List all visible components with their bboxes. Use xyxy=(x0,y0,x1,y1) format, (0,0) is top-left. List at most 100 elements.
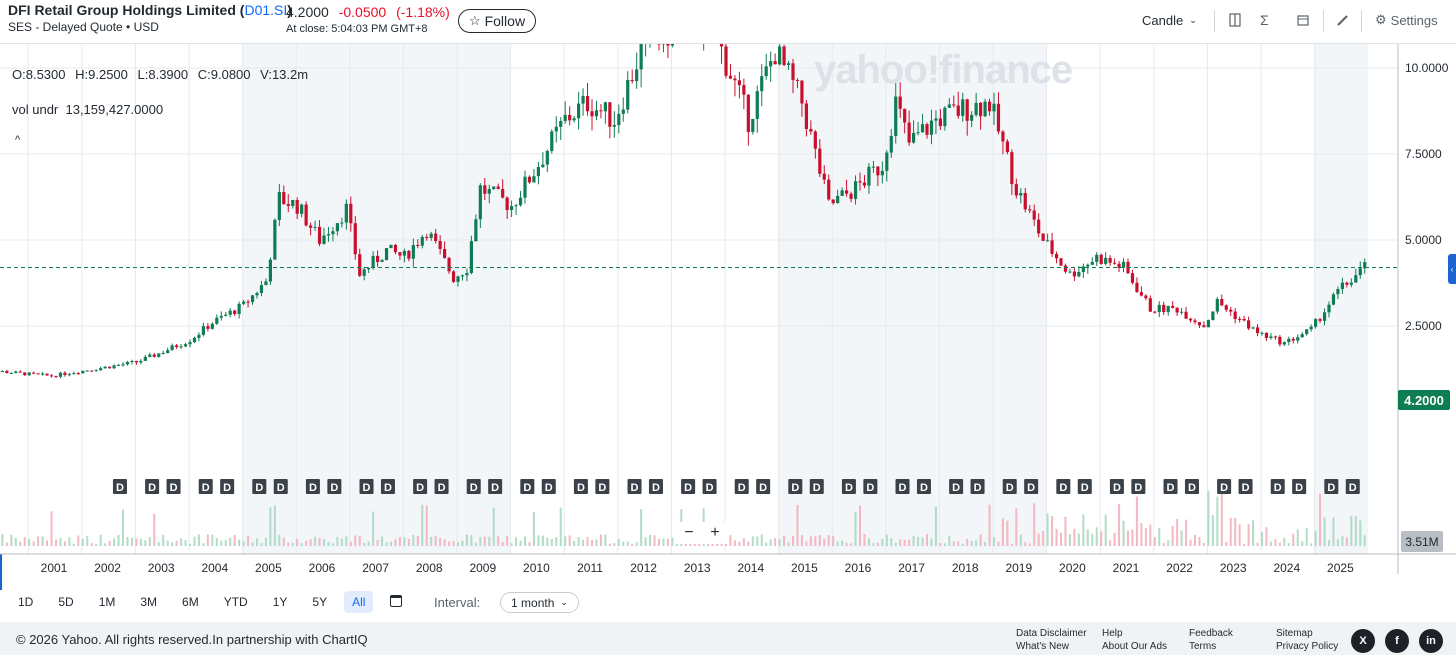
candle-body xyxy=(1019,193,1023,196)
candle-body xyxy=(1184,311,1188,319)
volume-bar xyxy=(541,535,544,546)
volume-bar xyxy=(1363,535,1366,546)
volume-bar xyxy=(1198,537,1201,546)
candle-body xyxy=(894,96,898,136)
footer-link-terms[interactable]: Terms xyxy=(1189,641,1217,652)
range-button-1d[interactable]: 1D xyxy=(18,595,34,609)
dividend-marker-label: D xyxy=(631,482,639,494)
footer-link-feedback[interactable]: Feedback xyxy=(1189,628,1233,639)
candle-body xyxy=(737,80,741,86)
side-panel-toggle[interactable]: ‹ xyxy=(1448,254,1456,284)
candle-body xyxy=(335,223,339,232)
volume-bar xyxy=(242,541,245,546)
range-button-1m[interactable]: 1M xyxy=(98,595,116,609)
volume-bar xyxy=(1265,527,1268,546)
range-button-6m[interactable]: 6M xyxy=(182,595,199,609)
volume-bar xyxy=(1319,493,1322,546)
comparison-button[interactable] xyxy=(1229,10,1241,30)
candle-body xyxy=(291,199,295,206)
volume-bar xyxy=(626,541,629,546)
facebook-icon[interactable]: f xyxy=(1385,629,1409,653)
volume-bar xyxy=(631,543,634,546)
settings-button[interactable]: ⚙ Settings xyxy=(1375,10,1438,30)
x-social-icon[interactable]: X xyxy=(1351,629,1375,653)
footer-link-help[interactable]: Help xyxy=(1102,628,1123,639)
range-button-1y[interactable]: 1Y xyxy=(272,595,288,609)
candle-body xyxy=(612,125,616,127)
volume-bar xyxy=(604,534,607,546)
footer-link-data-disclaimer[interactable]: Data Disclaimer xyxy=(1016,628,1087,639)
candle-body xyxy=(822,173,826,180)
candle-body xyxy=(541,164,545,168)
volume-bar xyxy=(519,540,522,546)
interval-value: 1 month xyxy=(511,595,555,610)
volume-bar xyxy=(81,539,84,546)
range-button-5y[interactable]: 5Y xyxy=(312,595,328,609)
range-button-3m[interactable]: 3M xyxy=(140,595,158,609)
footer-link-whats-new[interactable]: What's New xyxy=(1016,641,1070,652)
linkedin-icon[interactable]: in xyxy=(1419,629,1443,653)
volume-bar xyxy=(961,543,964,546)
volume-bar xyxy=(970,541,973,546)
candle-body xyxy=(1193,320,1197,323)
volume-bar xyxy=(269,507,272,546)
volume-bar xyxy=(1140,523,1143,546)
range-button-5d[interactable]: 5D xyxy=(58,595,74,609)
date-picker-icon[interactable] xyxy=(390,595,402,607)
zoom-in-button[interactable]: + xyxy=(710,524,720,541)
follow-button[interactable]: ☆ Follow xyxy=(458,9,536,33)
chart-type-dropdown[interactable]: Candle ⌄ xyxy=(1142,10,1197,30)
volume-bar xyxy=(783,535,786,546)
volume-bar xyxy=(796,505,799,546)
dividend-marker-label: D xyxy=(813,482,821,494)
candle-body xyxy=(1188,318,1193,321)
candle-body xyxy=(1345,282,1349,285)
candle-body xyxy=(965,99,969,121)
draw-button[interactable] xyxy=(1336,10,1349,30)
candle-body xyxy=(938,118,942,127)
x-axis-tick-label: 2021 xyxy=(1113,561,1140,575)
candle-body xyxy=(1322,312,1327,321)
footer-link-about-ads[interactable]: About Our Ads xyxy=(1102,641,1168,652)
volume-bar xyxy=(671,537,674,546)
footer-link-sitemap[interactable]: Sitemap xyxy=(1276,628,1313,639)
volume-bar xyxy=(390,541,392,546)
symbol-link[interactable]: D01.SI xyxy=(244,2,288,18)
candle-body xyxy=(429,233,433,238)
volume-bar xyxy=(921,537,924,546)
zoom-controls: − + xyxy=(676,522,728,544)
candle-body xyxy=(376,255,380,262)
company-name: DFI Retail Group Holdings Limited xyxy=(8,2,236,18)
price-chart[interactable]: 2.50005.00007.500010.000012.500020012002… xyxy=(0,44,1456,590)
volume-bar xyxy=(582,539,585,546)
volume-bar xyxy=(635,542,638,546)
range-button-all[interactable]: All xyxy=(344,591,374,613)
candle-body xyxy=(72,373,76,375)
candle-body xyxy=(510,206,514,211)
candle-body xyxy=(1028,209,1032,211)
candle-body xyxy=(1224,305,1228,310)
candle-body xyxy=(1054,253,1059,259)
interval-dropdown[interactable]: 1 month ⌄ xyxy=(500,592,579,613)
collapse-caret-icon[interactable]: ^ xyxy=(15,134,21,146)
price-change-pct: (-1.18%) xyxy=(396,4,450,20)
range-button-ytd[interactable]: YTD xyxy=(223,595,248,609)
candle-body xyxy=(952,104,956,106)
candle-body xyxy=(1059,258,1063,266)
candle-body xyxy=(1264,332,1269,339)
volume-bar xyxy=(497,536,500,546)
volume-bar xyxy=(1252,520,1255,546)
volume-bar xyxy=(153,513,156,546)
indicators-button[interactable]: Σ xyxy=(1260,10,1269,30)
events-button[interactable] xyxy=(1297,10,1309,30)
x-axis-tick-label: 2007 xyxy=(362,561,389,575)
candle-body xyxy=(813,131,817,149)
volume-bar xyxy=(434,535,437,546)
volume-bar xyxy=(1207,490,1210,546)
volume-bar xyxy=(774,538,777,546)
footer-link-privacy[interactable]: Privacy Policy xyxy=(1276,641,1339,652)
dividend-marker-label: D xyxy=(202,482,210,494)
zoom-out-button[interactable]: − xyxy=(684,524,694,541)
volume-bar xyxy=(72,543,75,546)
dividend-marker xyxy=(648,479,663,494)
